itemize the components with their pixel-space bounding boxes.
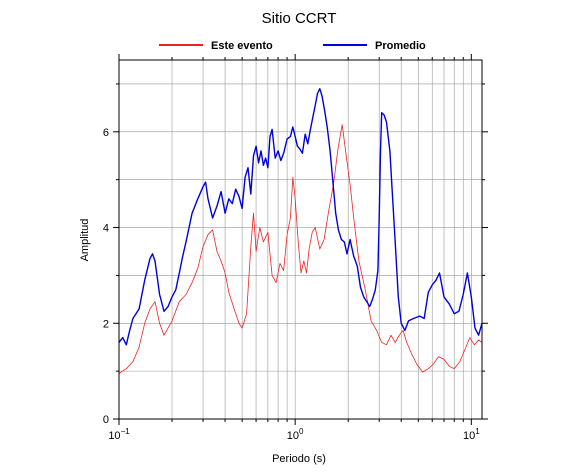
grid bbox=[119, 60, 482, 419]
y-tick-label: 6 bbox=[103, 127, 109, 139]
series-line bbox=[118, 124, 483, 374]
x-tick-label: 10−1 bbox=[108, 427, 130, 442]
y-tick-label: 0 bbox=[103, 414, 109, 426]
x-tick-label: 101 bbox=[463, 427, 480, 442]
series-layer bbox=[118, 88, 483, 374]
x-axis-label: Periodo (s) bbox=[272, 453, 326, 465]
axis-ticks: 0 2 4 6 10−1 100 101 bbox=[103, 54, 488, 442]
y-tick-label: 2 bbox=[103, 318, 109, 330]
legend-label: Este evento bbox=[211, 40, 273, 52]
chart-title: Sitio CCRT bbox=[262, 10, 337, 27]
y-tick-label: 4 bbox=[103, 223, 109, 235]
series-line bbox=[118, 88, 483, 346]
plot-frame bbox=[118, 59, 483, 420]
y-axis-label: Amplitud bbox=[79, 219, 91, 262]
legend: Este evento Promedio bbox=[159, 40, 426, 52]
legend-label: Promedio bbox=[375, 40, 426, 52]
x-tick-label: 100 bbox=[287, 427, 304, 442]
